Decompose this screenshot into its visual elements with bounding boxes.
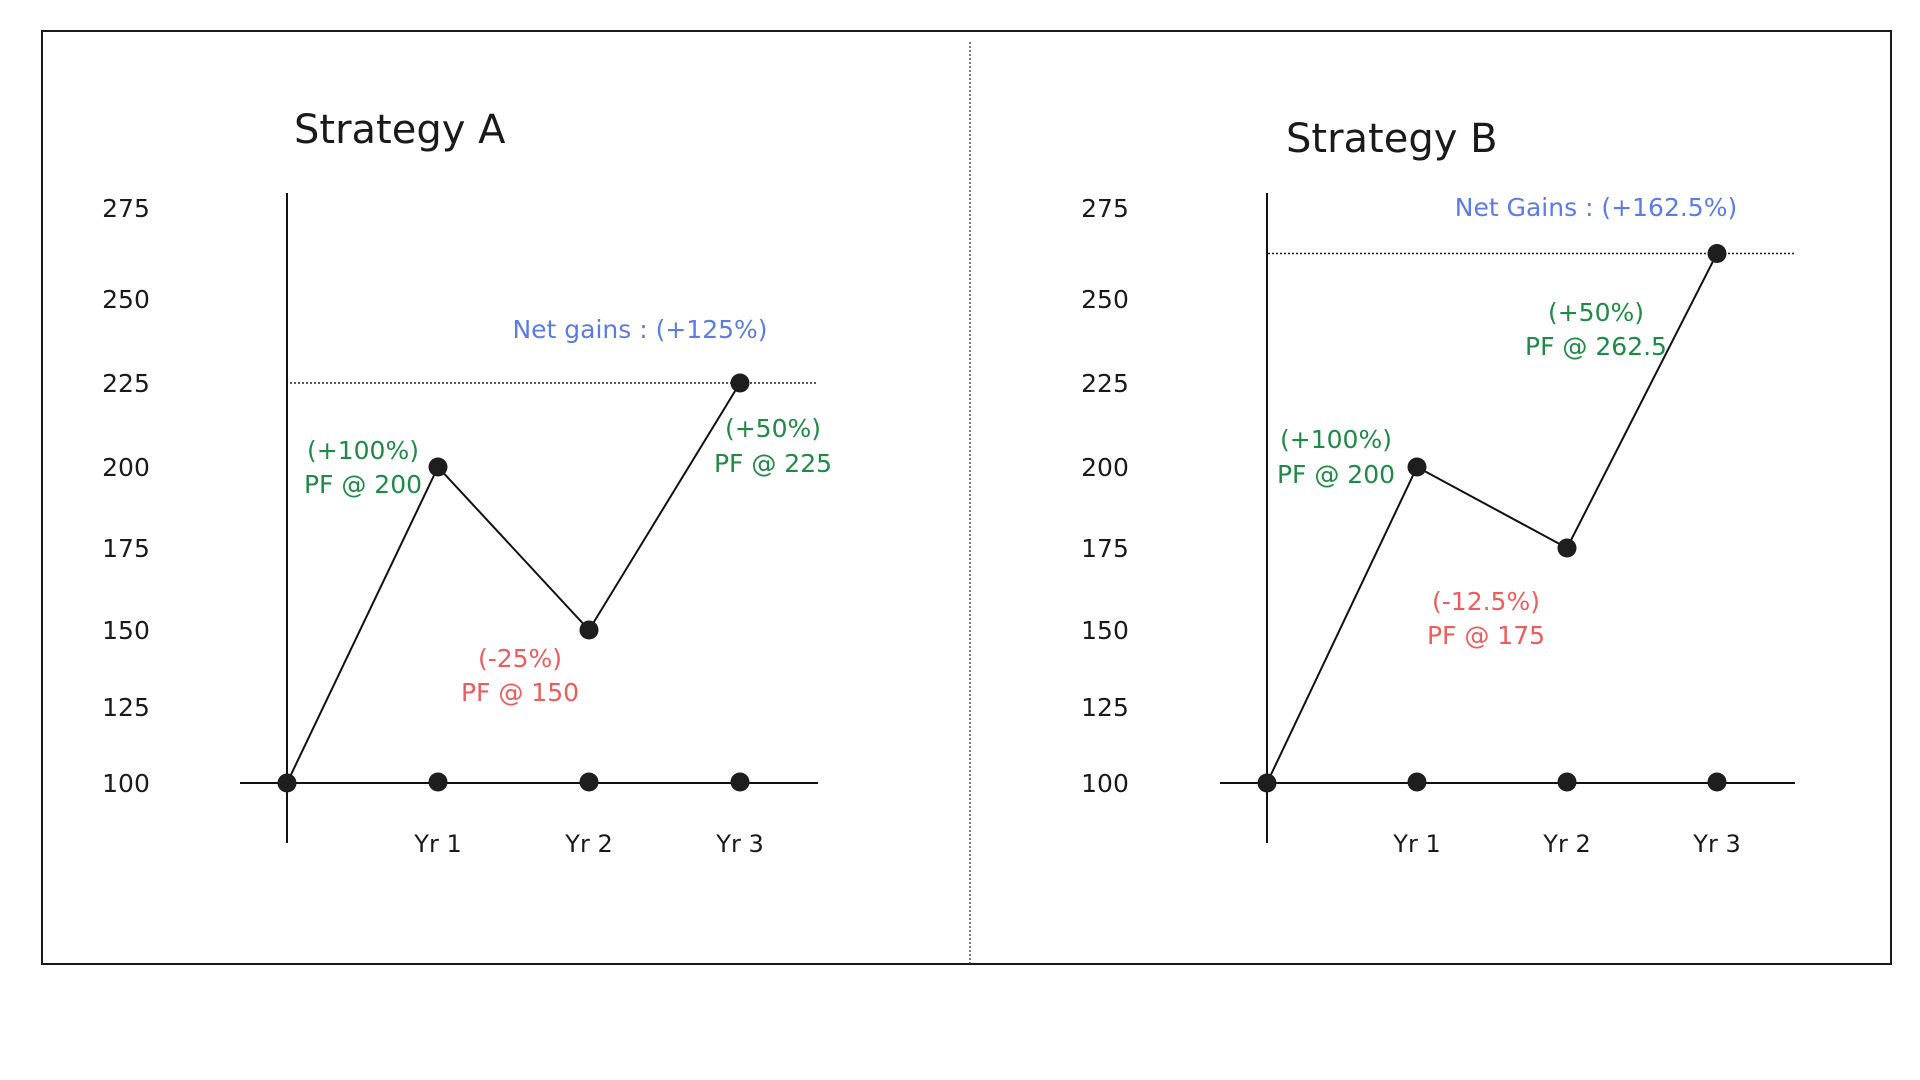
- series-line: [286, 382, 741, 784]
- data-point: [1707, 244, 1727, 263]
- y-tick-label: 200: [102, 453, 150, 482]
- y-tick-label: 175: [102, 534, 150, 563]
- net-gain-label: Net Gains : (+162.5%): [1455, 193, 1737, 222]
- y-tick-label: 225: [102, 369, 150, 398]
- y-tick-label: 175: [1081, 534, 1129, 563]
- annotation-change: (+50%): [1548, 298, 1644, 327]
- x-axis-marker: [428, 772, 448, 792]
- y-tick-label: 200: [1081, 453, 1129, 482]
- x-tick-label: Yr 2: [1542, 830, 1590, 858]
- y-tick-label: 125: [1081, 693, 1129, 722]
- strategy-b-chart: Strategy B 100 125 150 175 200 225 250 275 Net Ga…: [1081, 116, 1795, 858]
- x-axis-marker: [1407, 772, 1427, 792]
- annotation-change: (-25%): [478, 644, 562, 673]
- y-tick-label: 225: [1081, 369, 1129, 398]
- x-axis-marker: [1707, 772, 1727, 792]
- data-point: [1407, 457, 1427, 477]
- annotation-value: PF @ 225: [714, 449, 832, 478]
- y-tick-label: 125: [102, 693, 150, 722]
- y-tick-label: 150: [102, 616, 150, 645]
- chart-title: Strategy B: [1286, 116, 1498, 162]
- x-tick-label: Yr 1: [413, 830, 461, 858]
- x-axis-marker: [1557, 772, 1577, 792]
- y-tick-label: 250: [1081, 285, 1129, 314]
- annotation-change: (+100%): [307, 436, 419, 465]
- data-point: [277, 773, 297, 793]
- data-point: [579, 620, 599, 640]
- annotation-change: (+50%): [725, 414, 821, 443]
- y-tick-label: 275: [102, 194, 150, 223]
- y-tick-label: 100: [1081, 769, 1129, 798]
- series-line: [1266, 253, 1718, 784]
- strategy-a-chart: Strategy A 100 125 150 175 200 225 250 275 Net ga…: [102, 107, 832, 858]
- y-tick-label: 275: [1081, 194, 1129, 223]
- y-tick-label: 250: [102, 285, 150, 314]
- x-tick-label: Yr 3: [715, 830, 763, 858]
- annotation-value: PF @ 175: [1427, 621, 1545, 650]
- annotation-value: PF @ 150: [461, 678, 579, 707]
- x-tick-label: Yr 2: [564, 830, 612, 858]
- x-axis-marker: [730, 772, 750, 792]
- net-gain-label: Net gains : (+125%): [512, 315, 767, 344]
- annotation-value: PF @ 200: [304, 470, 422, 499]
- x-axis-marker: [579, 772, 599, 792]
- x-tick-label: Yr 3: [1692, 830, 1740, 858]
- data-point: [1557, 538, 1577, 558]
- data-point: [428, 457, 448, 477]
- annotation-value: PF @ 262.5: [1525, 332, 1667, 361]
- annotation-value: PF @ 200: [1277, 460, 1395, 489]
- figure-frame: [41, 30, 1892, 965]
- x-tick-label: Yr 1: [1392, 830, 1440, 858]
- annotation-change: (+100%): [1280, 425, 1392, 454]
- annotation-change: (-12.5%): [1432, 587, 1540, 616]
- data-point: [1257, 773, 1277, 793]
- data-point: [730, 373, 750, 393]
- chart-title: Strategy A: [294, 107, 506, 153]
- y-tick-label: 100: [102, 769, 150, 798]
- y-tick-label: 150: [1081, 616, 1129, 645]
